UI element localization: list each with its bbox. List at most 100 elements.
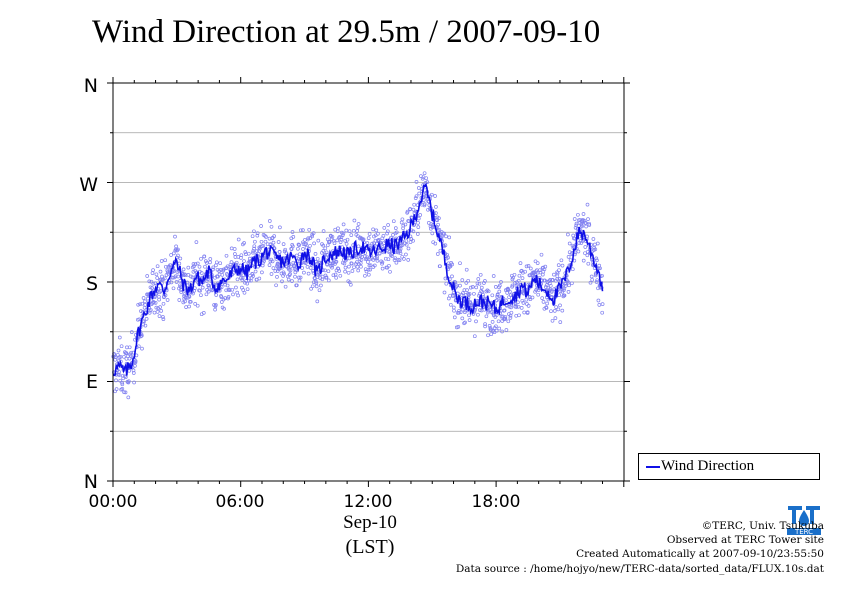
scatter-point xyxy=(152,310,157,315)
scatter-point xyxy=(298,228,303,233)
scatter-point xyxy=(458,310,463,315)
scatter-point xyxy=(271,266,276,270)
scatter-point xyxy=(406,258,411,262)
scatter-point xyxy=(366,267,371,272)
scatter-point xyxy=(486,289,491,294)
scatter-point xyxy=(245,281,250,286)
scatter-point xyxy=(487,324,492,328)
scatter-point xyxy=(504,328,509,332)
scatter-point xyxy=(178,256,183,261)
scatter-point xyxy=(258,246,262,251)
scatter-point xyxy=(293,274,297,279)
scatter-point xyxy=(468,301,473,306)
scatter-point xyxy=(385,229,390,234)
scatter-point xyxy=(174,280,179,284)
scatter-point xyxy=(339,237,344,242)
scatter-point xyxy=(581,212,586,216)
scatter-point xyxy=(463,310,467,315)
scatter-point xyxy=(406,246,411,251)
scatter-point xyxy=(530,295,535,300)
scatter-point xyxy=(391,233,395,237)
scatter-point xyxy=(115,352,120,357)
scatter-point xyxy=(158,269,163,274)
scatter-point xyxy=(174,244,178,249)
scatter-point xyxy=(458,283,462,288)
scatter-point xyxy=(260,270,264,275)
scatter-point xyxy=(466,293,471,297)
scatter-point xyxy=(581,258,586,263)
scatter-point xyxy=(425,180,430,184)
x-tick-label: 18:00 xyxy=(472,492,521,512)
scatter-point xyxy=(352,218,357,223)
scatter-point xyxy=(191,269,196,274)
scatter-point xyxy=(442,231,447,236)
scatter-point xyxy=(418,213,423,217)
scatter-point xyxy=(294,253,299,258)
scatter-point xyxy=(155,310,160,314)
scatter-point xyxy=(273,269,278,273)
scatter-point xyxy=(567,241,572,246)
scatter-point xyxy=(150,286,154,290)
scatter-point xyxy=(197,264,202,269)
scatter-point xyxy=(394,260,399,265)
scatter-point xyxy=(585,202,590,207)
scatter-point xyxy=(186,273,191,277)
scatter-point xyxy=(122,354,126,359)
scatter-point xyxy=(236,293,240,298)
scatter-point xyxy=(535,261,540,265)
scatter-point xyxy=(382,226,387,230)
scatter-point xyxy=(240,277,245,282)
scatter-point xyxy=(566,255,571,259)
scatter-point xyxy=(497,283,502,288)
scatter-point xyxy=(213,307,217,312)
scatter-point xyxy=(133,360,138,365)
scatter-point xyxy=(518,261,523,265)
scatter-point xyxy=(557,268,561,273)
scatter-point xyxy=(162,276,167,281)
scatter-point xyxy=(334,275,339,280)
x-tick-label: 12:00 xyxy=(344,492,393,512)
scatter-point xyxy=(562,286,567,291)
scatter-point xyxy=(143,323,148,328)
scatter-point xyxy=(398,247,403,251)
scatter-point xyxy=(370,241,375,246)
scatter-point xyxy=(114,387,119,391)
scatter-point xyxy=(177,298,182,302)
scatter-point xyxy=(236,237,241,242)
scatter-point xyxy=(132,380,136,385)
scatter-point xyxy=(301,240,305,245)
scatter-point xyxy=(349,261,354,266)
scatter-point xyxy=(352,265,356,270)
scatter-point xyxy=(122,374,127,379)
scatter-point xyxy=(433,194,437,198)
scatter-point xyxy=(354,255,359,260)
scatter-point xyxy=(447,265,452,269)
scatter-point xyxy=(462,288,467,292)
scatter-point xyxy=(591,237,596,241)
scatter-point xyxy=(222,306,226,311)
scatter-point xyxy=(343,265,348,270)
scatter-point xyxy=(323,273,328,278)
scatter-point xyxy=(176,274,180,279)
scatter-point xyxy=(165,298,170,302)
scatter-point xyxy=(234,285,238,290)
scatter-point xyxy=(576,249,581,254)
scatter-point xyxy=(540,296,545,300)
scatter-point xyxy=(444,234,448,239)
scatter-point xyxy=(140,301,144,306)
scatter-point xyxy=(433,241,438,246)
scatter-point xyxy=(154,305,159,310)
scatter-point xyxy=(563,283,568,288)
scatter-point xyxy=(232,247,237,251)
scatter-point xyxy=(578,239,583,243)
scatter-point xyxy=(457,310,461,315)
scatter-point xyxy=(393,226,398,230)
scatter-point xyxy=(229,260,234,264)
scatter-point xyxy=(391,219,396,224)
scatter-point xyxy=(429,192,434,197)
credits-block: ©TERC, Univ. Tsukuba Observed at TERC To… xyxy=(456,519,824,576)
scatter-point xyxy=(367,232,372,236)
scatter-point xyxy=(437,216,441,221)
scatter-point xyxy=(126,379,131,384)
scatter-point xyxy=(345,237,350,242)
